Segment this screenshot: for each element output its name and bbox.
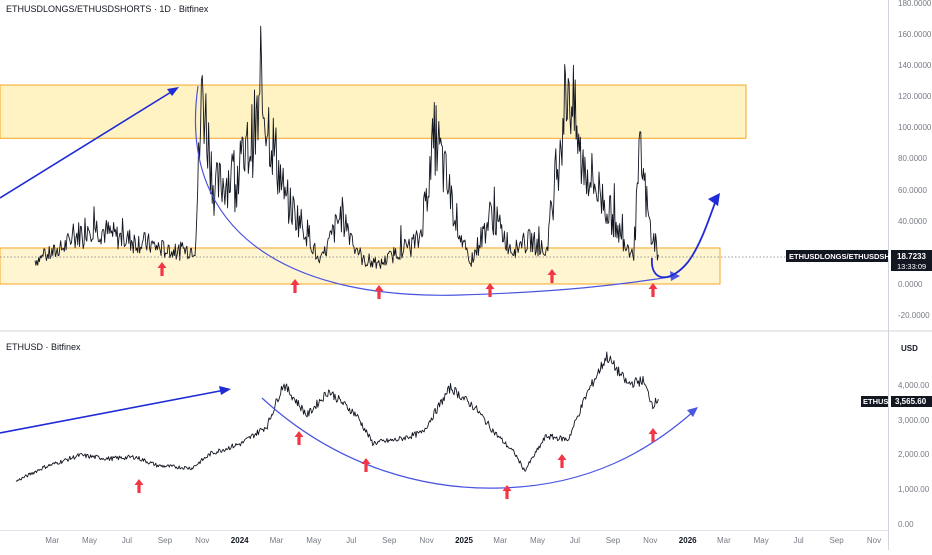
y-tick-label: 160.0000 xyxy=(898,30,932,39)
top-last-value: 18.7233 xyxy=(897,252,926,261)
bottom-price-tag: ETHUSD xyxy=(863,397,894,406)
marker-up-arrow xyxy=(557,454,567,468)
marker-up-arrow xyxy=(374,285,384,299)
y-tick-label: 1,000.00 xyxy=(898,485,930,494)
cup-curve-top-head xyxy=(670,271,680,281)
x-tick-label: Jul xyxy=(570,536,580,545)
cup-curve-bottom xyxy=(261,397,695,489)
support-zone[interactable] xyxy=(0,247,721,285)
trend-arrow-top-head xyxy=(167,87,179,96)
eth-price-series-line[interactable] xyxy=(15,351,659,482)
x-tick-label: Mar xyxy=(717,536,731,545)
x-tick-label: Jul xyxy=(122,536,132,545)
x-tick-label: 2024 xyxy=(231,536,249,545)
y-tick-label: 120.0000 xyxy=(898,92,932,101)
marker-up-arrow xyxy=(502,485,512,499)
zones-layer xyxy=(0,84,747,285)
marker-up-arrow xyxy=(547,269,557,283)
marker-up-arrow xyxy=(648,428,658,442)
y-tick-label: 60.0000 xyxy=(898,186,927,195)
series-layer xyxy=(15,25,659,482)
x-tick-label: Jul xyxy=(793,536,803,545)
currency-label: USD xyxy=(901,344,918,353)
x-tick-label: Nov xyxy=(419,536,433,545)
y-tick-label: 80.0000 xyxy=(898,154,927,163)
countdown-bg xyxy=(891,261,932,271)
marker-up-arrow xyxy=(361,458,371,472)
bottom-pane-title: ETHUSD · Bitfinex xyxy=(6,342,81,352)
x-tick-label: Mar xyxy=(493,536,507,545)
y-tick-label: -20.0000 xyxy=(898,311,930,320)
marker-up-arrow xyxy=(294,431,304,445)
projection-curve xyxy=(651,199,717,279)
markers-layer xyxy=(134,262,658,499)
x-tick-label: Sep xyxy=(829,536,844,545)
drawings-layer xyxy=(0,85,888,489)
x-tick-label: May xyxy=(82,536,97,545)
x-tick-label: Mar xyxy=(270,536,284,545)
top-pane-title: ETHUSDLONGS/ETHUSDSHORTS · 1D · Bitfinex xyxy=(6,4,209,14)
ratio-series-line[interactable] xyxy=(34,25,659,269)
cup-curve-top xyxy=(194,85,677,296)
x-tick-label: Nov xyxy=(867,536,881,545)
y-tick-label: 2,000.00 xyxy=(898,450,930,459)
x-tick-label: Sep xyxy=(382,536,397,545)
top-price-tag-bg xyxy=(786,250,888,262)
top-price-axis[interactable]: 180.0000 160.0000 140.0000 120.0000 100.… xyxy=(898,0,932,320)
x-tick-label: May xyxy=(754,536,769,545)
y-tick-label: 0.00 xyxy=(898,520,914,529)
x-tick-label: May xyxy=(306,536,321,545)
marker-up-arrow xyxy=(157,262,167,276)
y-tick-label: 180.0000 xyxy=(898,0,932,8)
bottom-price-tag-bg xyxy=(861,396,888,407)
countdown-timer: 13:33:09 xyxy=(897,262,926,271)
x-tick-label: Mar xyxy=(45,536,59,545)
resistance-zone[interactable] xyxy=(0,84,747,139)
marker-up-arrow xyxy=(134,479,144,493)
x-tick-label: 2026 xyxy=(679,536,697,545)
projection-arrow-head xyxy=(708,193,720,206)
y-tick-label: 0.0000 xyxy=(898,280,923,289)
y-tick-label: 3,000.00 xyxy=(898,416,930,425)
x-tick-label: Nov xyxy=(195,536,209,545)
bottom-last-value-bg xyxy=(891,396,932,407)
y-tick-label: 40.0000 xyxy=(898,217,927,226)
x-tick-label: Nov xyxy=(643,536,657,545)
x-tick-label: 2025 xyxy=(455,536,473,545)
x-tick-label: Sep xyxy=(606,536,621,545)
trend-arrow-bottom-line xyxy=(0,389,226,434)
top-last-value-bg xyxy=(891,250,932,261)
x-tick-label: May xyxy=(530,536,545,545)
marker-up-arrow xyxy=(648,283,658,297)
y-tick-label: 100.0000 xyxy=(898,123,932,132)
bottom-last-value: 3,565.60 xyxy=(895,397,927,406)
x-tick-label: Jul xyxy=(346,536,356,545)
marker-up-arrow xyxy=(485,283,495,297)
marker-up-arrow xyxy=(290,279,300,293)
y-tick-label: 4,000.00 xyxy=(898,381,930,390)
time-axis[interactable]: Mar May Jul Sep Nov 2024 Mar May Jul Sep Nov 2025 Ma… xyxy=(45,536,881,545)
bottom-price-axis[interactable]: USD 4,000.00 3,000.00 2,000.00 1,000.00 … xyxy=(898,344,930,529)
trend-arrow-bottom-head xyxy=(219,386,231,395)
trend-arrow-top-line xyxy=(0,88,177,199)
cup-curve-bottom-head xyxy=(687,407,698,417)
x-tick-label: Sep xyxy=(158,536,173,545)
top-price-tag: ETHUSDLONGS/ETHUSDSHORTS xyxy=(789,252,911,261)
y-tick-label: 140.0000 xyxy=(898,61,932,70)
